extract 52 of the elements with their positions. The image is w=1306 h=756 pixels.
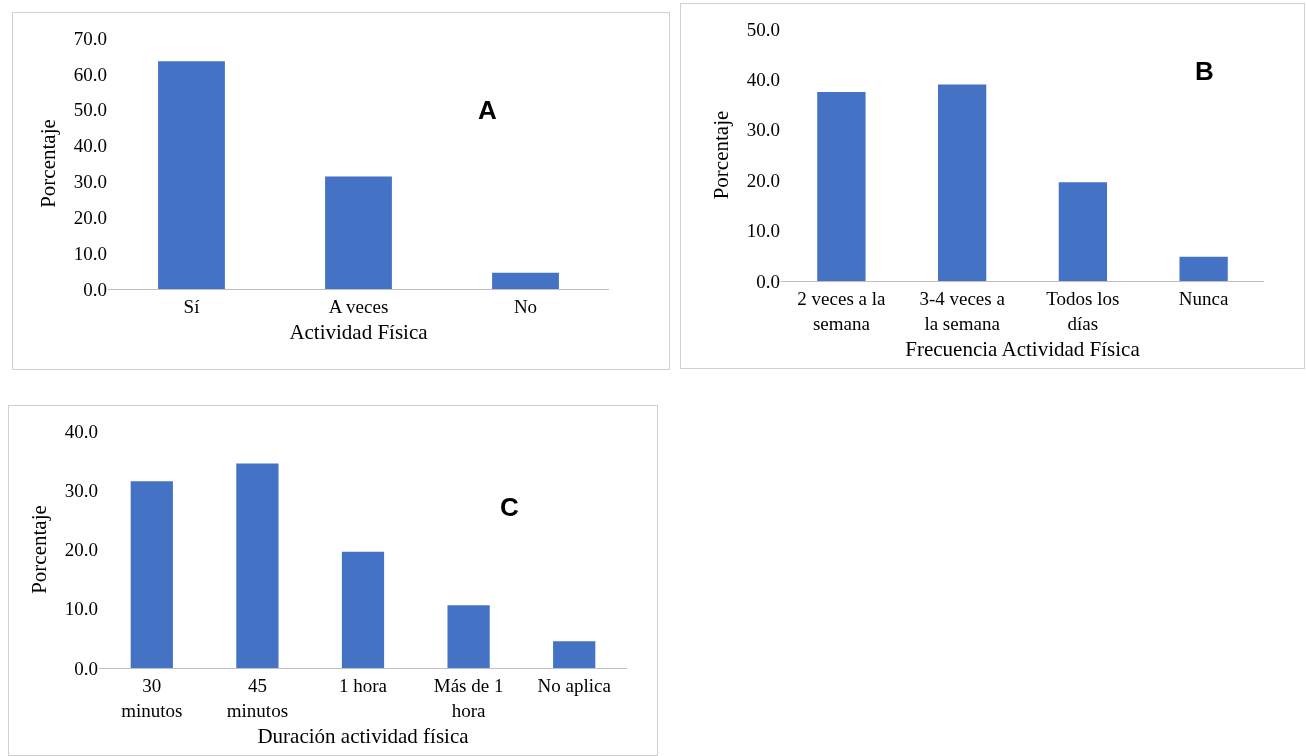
annotation: C bbox=[500, 492, 519, 522]
y-tick-label: 10.0 bbox=[746, 220, 780, 242]
y-tick-label: 70.0 bbox=[73, 27, 107, 49]
y-tick-label: 40.0 bbox=[64, 420, 98, 442]
annotation: A bbox=[478, 95, 497, 125]
annotation: B bbox=[1195, 56, 1214, 86]
y-tick-label: 30.0 bbox=[746, 119, 780, 141]
y-tick-label: 50.0 bbox=[73, 99, 107, 121]
y-tick-label: 0.0 bbox=[83, 278, 107, 300]
bar bbox=[553, 641, 596, 668]
y-tick-label: 20.0 bbox=[64, 539, 98, 561]
bar bbox=[1058, 182, 1108, 281]
y-axis-title: Porcentaje bbox=[26, 505, 51, 594]
y-tick-label: 30.0 bbox=[73, 171, 107, 193]
y-tick-label: 50.0 bbox=[746, 18, 780, 40]
x-tick-label: Más de 1 hora bbox=[433, 674, 504, 721]
bar bbox=[937, 84, 987, 281]
y-tick-label: 20.0 bbox=[746, 169, 780, 191]
y-tick-label: 0.0 bbox=[74, 657, 98, 679]
x-axis-title: Duración actividad física bbox=[257, 723, 470, 748]
y-tick-label: 30.0 bbox=[64, 479, 98, 501]
x-tick-label: 45 minutos bbox=[226, 674, 289, 721]
x-axis-title: Frecuencia Actividad Física bbox=[905, 336, 1141, 361]
y-tick-label: 10.0 bbox=[73, 242, 107, 264]
bar bbox=[492, 272, 559, 289]
x-tick-label: 30 minutos bbox=[121, 674, 183, 721]
x-tick-label: 2 veces a la semana bbox=[797, 287, 886, 334]
y-axis-title: Porcentaje bbox=[35, 119, 60, 208]
bar bbox=[1179, 256, 1228, 281]
bar bbox=[130, 481, 173, 668]
x-tick-label: Nunca bbox=[1178, 287, 1229, 309]
y-tick-label: 20.0 bbox=[73, 206, 107, 228]
bar bbox=[447, 605, 490, 668]
y-tick-label: 10.0 bbox=[64, 598, 98, 620]
y-tick-label: 40.0 bbox=[746, 69, 780, 91]
y-tick-label: 40.0 bbox=[73, 135, 107, 157]
bar bbox=[236, 463, 279, 668]
x-axis-title: Actividad Física bbox=[289, 320, 429, 344]
y-axis-title: Porcentaje bbox=[708, 110, 733, 200]
x-tick-label: 3-4 veces a la semana bbox=[919, 287, 1006, 334]
y-tick-label: 0.0 bbox=[756, 270, 780, 292]
x-tick-label: A veces bbox=[328, 295, 389, 317]
bar bbox=[158, 61, 225, 289]
x-tick-label: 1 hora bbox=[338, 674, 388, 696]
x-tick-label: Sí bbox=[183, 295, 201, 317]
bar bbox=[325, 176, 392, 289]
x-tick-label: No aplica bbox=[537, 674, 612, 696]
y-tick-label: 60.0 bbox=[73, 63, 107, 85]
bar bbox=[341, 551, 385, 668]
bar bbox=[817, 92, 866, 281]
x-tick-label: Todos los días bbox=[1046, 287, 1120, 334]
x-tick-label: No bbox=[513, 295, 538, 317]
